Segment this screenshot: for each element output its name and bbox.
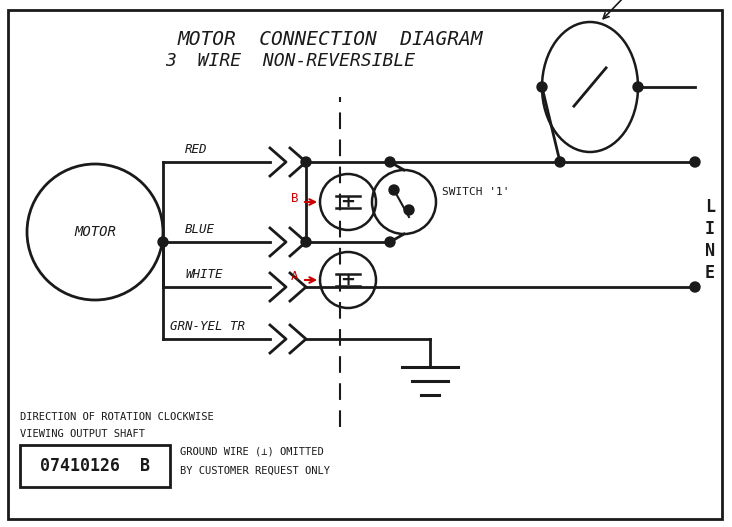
- Circle shape: [690, 282, 700, 292]
- Text: SWITCH '1': SWITCH '1': [442, 187, 509, 197]
- Text: E: E: [705, 264, 715, 282]
- Text: GRN-YEL TR: GRN-YEL TR: [170, 320, 245, 333]
- Text: VIEWING OUTPUT SHAFT: VIEWING OUTPUT SHAFT: [20, 429, 145, 439]
- Circle shape: [690, 157, 700, 167]
- Text: N: N: [705, 242, 715, 260]
- Circle shape: [301, 157, 311, 167]
- Text: I: I: [705, 220, 715, 238]
- Text: GROUND WIRE (⊥) OMITTED: GROUND WIRE (⊥) OMITTED: [180, 447, 324, 457]
- Circle shape: [385, 157, 395, 167]
- Circle shape: [404, 205, 414, 215]
- Circle shape: [385, 237, 395, 247]
- Text: DIRECTION OF ROTATION CLOCKWISE: DIRECTION OF ROTATION CLOCKWISE: [20, 412, 214, 422]
- Circle shape: [301, 237, 311, 247]
- Text: BLUE: BLUE: [185, 223, 215, 236]
- Text: RED: RED: [185, 143, 207, 156]
- Text: L: L: [705, 198, 715, 216]
- Text: 3  WIRE  NON-REVERSIBLE: 3 WIRE NON-REVERSIBLE: [165, 52, 415, 70]
- Circle shape: [158, 237, 168, 247]
- Text: A: A: [291, 269, 298, 282]
- Text: WHITE: WHITE: [185, 268, 223, 281]
- Text: +: +: [340, 271, 356, 289]
- Text: MOTOR  CONNECTION  DIAGRAM: MOTOR CONNECTION DIAGRAM: [177, 30, 482, 49]
- Bar: [20, 445, 170, 487]
- Circle shape: [389, 185, 399, 195]
- Circle shape: [555, 157, 565, 167]
- Circle shape: [633, 82, 643, 92]
- Text: B: B: [291, 191, 298, 204]
- Text: MOTOR: MOTOR: [74, 225, 116, 239]
- Text: 07410126  B: 07410126 B: [40, 457, 150, 475]
- Circle shape: [537, 82, 547, 92]
- Text: BY CUSTOMER REQUEST ONLY: BY CUSTOMER REQUEST ONLY: [180, 466, 330, 476]
- Text: +: +: [340, 193, 356, 211]
